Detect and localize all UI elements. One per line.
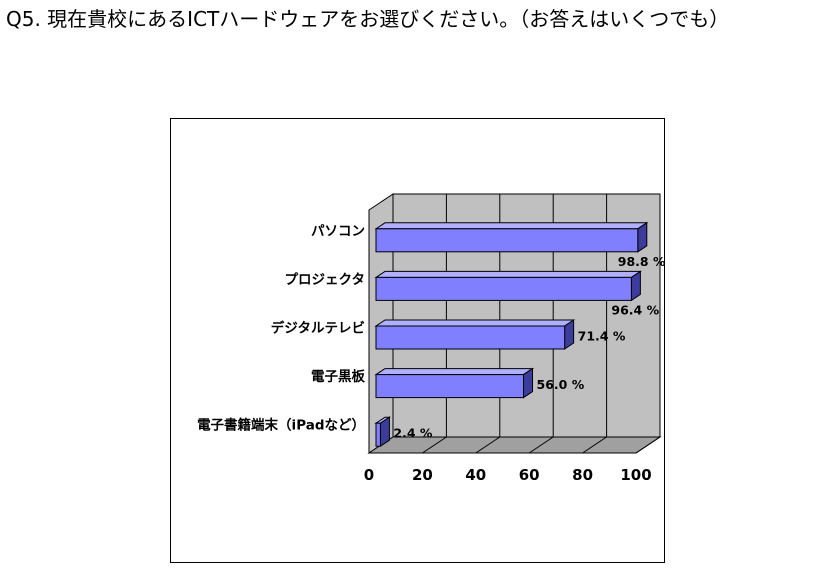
question-title: Q5. 現在貴校にあるICTハードウェアをお選びください。（お答えはいくつでも） <box>6 7 730 31</box>
category-label: パソコン <box>311 223 365 239</box>
floor-gridline <box>422 436 447 454</box>
x-tick-label: 100 <box>620 466 651 484</box>
value-label: 56.0 % <box>537 377 585 392</box>
floor-gridline <box>475 436 501 454</box>
value-label: 71.4 % <box>578 329 626 344</box>
value-label: 96.4 % <box>611 302 659 317</box>
category-label: デジタルテレビ <box>271 320 365 337</box>
bar-top <box>374 222 649 230</box>
bar-top <box>374 368 535 376</box>
value-label: 98.8 % <box>618 254 666 269</box>
category-label: プロジェクタ <box>285 272 365 288</box>
floor-gridline <box>528 436 554 454</box>
bar <box>375 276 632 301</box>
bar-top <box>374 319 576 327</box>
bar <box>375 374 525 399</box>
floor-gridline <box>582 436 607 454</box>
x-tick-label: 0 <box>364 466 374 484</box>
x-tick-label: 40 <box>465 466 486 484</box>
category-label: 電子黒板 <box>311 368 365 385</box>
value-label: 2.4 % <box>393 426 432 441</box>
x-tick-label: 60 <box>519 466 540 484</box>
floor-gridline <box>635 436 661 454</box>
category-label: 電子書籍端末（iPadなど） <box>197 417 365 434</box>
x-tick-label: 20 <box>412 466 433 484</box>
bar <box>375 422 381 447</box>
x-tick-label: 80 <box>572 466 593 484</box>
bar-top <box>374 270 643 278</box>
bar <box>375 325 566 350</box>
bar <box>375 228 639 253</box>
